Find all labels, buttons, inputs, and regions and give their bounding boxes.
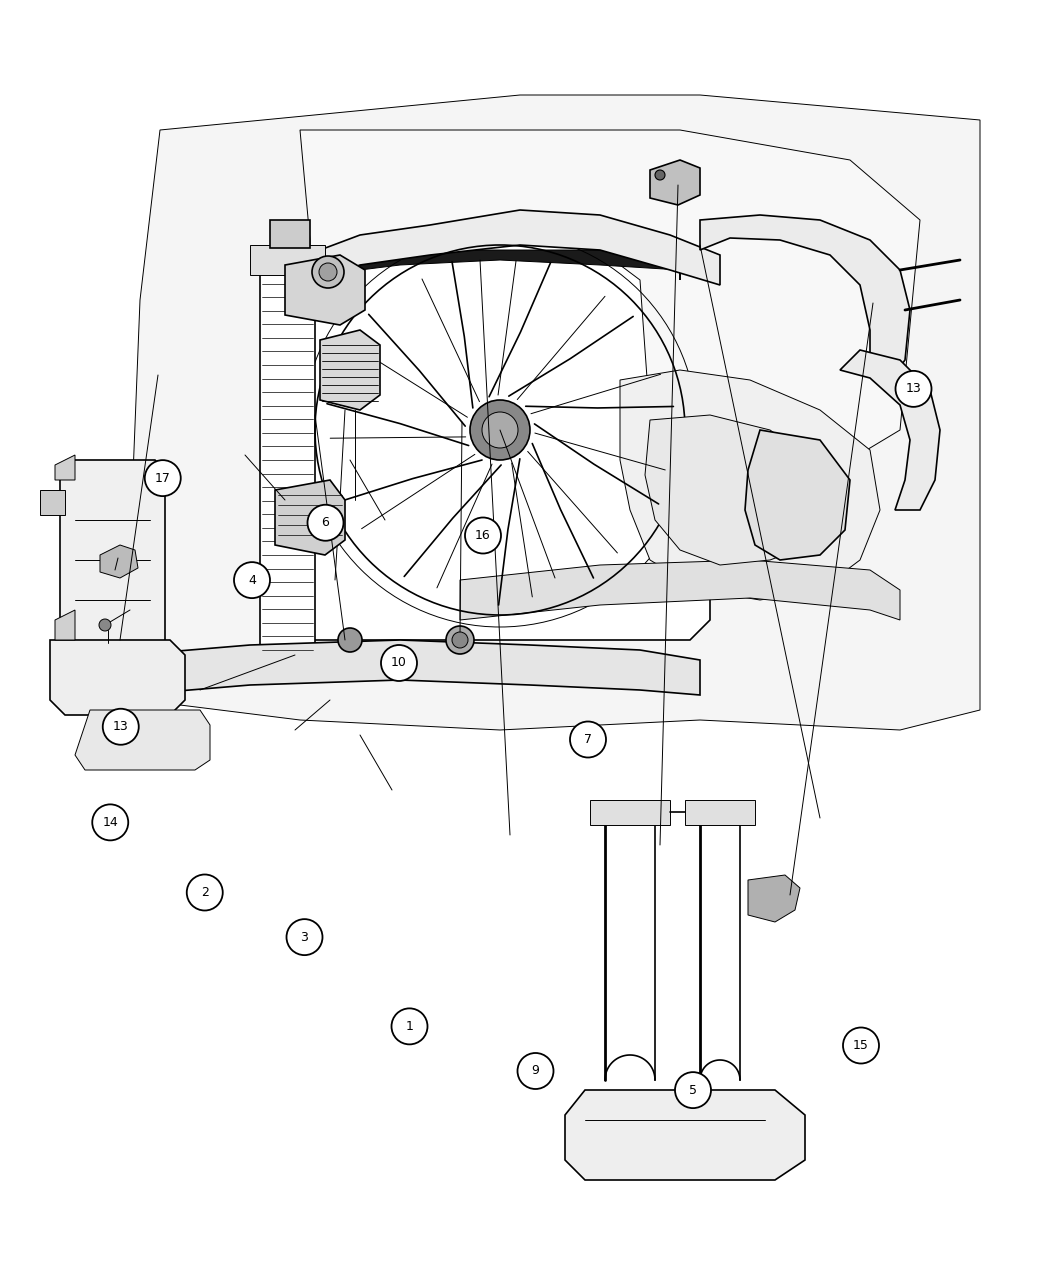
Circle shape bbox=[338, 629, 362, 652]
Circle shape bbox=[392, 1009, 427, 1044]
Text: 15: 15 bbox=[853, 1039, 869, 1052]
Polygon shape bbox=[300, 130, 920, 460]
Circle shape bbox=[518, 1053, 553, 1089]
Polygon shape bbox=[270, 221, 310, 249]
Polygon shape bbox=[746, 430, 851, 560]
Circle shape bbox=[319, 263, 337, 280]
Text: 7: 7 bbox=[584, 733, 592, 746]
Polygon shape bbox=[250, 245, 326, 275]
Circle shape bbox=[92, 805, 128, 840]
Circle shape bbox=[896, 371, 931, 407]
Polygon shape bbox=[645, 414, 830, 565]
Text: 14: 14 bbox=[103, 816, 118, 829]
Circle shape bbox=[675, 1072, 711, 1108]
Circle shape bbox=[655, 170, 665, 180]
Circle shape bbox=[452, 632, 468, 648]
Polygon shape bbox=[55, 455, 75, 479]
Text: 17: 17 bbox=[154, 472, 171, 484]
Polygon shape bbox=[700, 215, 910, 380]
Polygon shape bbox=[650, 159, 700, 205]
Text: 10: 10 bbox=[391, 657, 407, 669]
Polygon shape bbox=[60, 460, 165, 650]
Circle shape bbox=[145, 460, 181, 496]
Polygon shape bbox=[275, 479, 345, 555]
Text: 13: 13 bbox=[113, 720, 128, 733]
Circle shape bbox=[234, 562, 270, 598]
Polygon shape bbox=[55, 609, 75, 640]
Polygon shape bbox=[75, 710, 210, 770]
Polygon shape bbox=[260, 270, 315, 650]
Text: 16: 16 bbox=[475, 529, 491, 542]
Circle shape bbox=[843, 1028, 879, 1063]
Polygon shape bbox=[320, 210, 720, 286]
Circle shape bbox=[381, 645, 417, 681]
Circle shape bbox=[187, 875, 223, 910]
Polygon shape bbox=[685, 799, 755, 825]
Polygon shape bbox=[130, 96, 980, 731]
Polygon shape bbox=[285, 255, 365, 325]
Text: 6: 6 bbox=[321, 516, 330, 529]
Circle shape bbox=[99, 618, 111, 631]
Text: 1: 1 bbox=[405, 1020, 414, 1033]
Circle shape bbox=[103, 709, 139, 745]
Text: 3: 3 bbox=[300, 931, 309, 944]
Polygon shape bbox=[748, 875, 800, 922]
Polygon shape bbox=[320, 330, 380, 411]
Text: 5: 5 bbox=[689, 1084, 697, 1096]
Polygon shape bbox=[620, 370, 880, 601]
Circle shape bbox=[482, 412, 518, 448]
Text: 9: 9 bbox=[531, 1065, 540, 1077]
Polygon shape bbox=[100, 544, 138, 578]
Polygon shape bbox=[460, 560, 900, 620]
Circle shape bbox=[308, 505, 343, 541]
Polygon shape bbox=[590, 799, 670, 825]
Circle shape bbox=[465, 518, 501, 553]
Circle shape bbox=[287, 919, 322, 955]
Text: 2: 2 bbox=[201, 886, 209, 899]
Circle shape bbox=[570, 722, 606, 757]
Circle shape bbox=[446, 626, 474, 654]
Circle shape bbox=[470, 400, 530, 460]
Polygon shape bbox=[840, 351, 940, 510]
Polygon shape bbox=[40, 490, 65, 515]
Circle shape bbox=[312, 256, 344, 288]
Text: 4: 4 bbox=[248, 574, 256, 586]
Polygon shape bbox=[320, 250, 680, 280]
Text: 13: 13 bbox=[905, 382, 922, 395]
Polygon shape bbox=[70, 640, 700, 700]
Polygon shape bbox=[290, 245, 710, 640]
Polygon shape bbox=[50, 640, 185, 715]
Polygon shape bbox=[565, 1090, 805, 1179]
